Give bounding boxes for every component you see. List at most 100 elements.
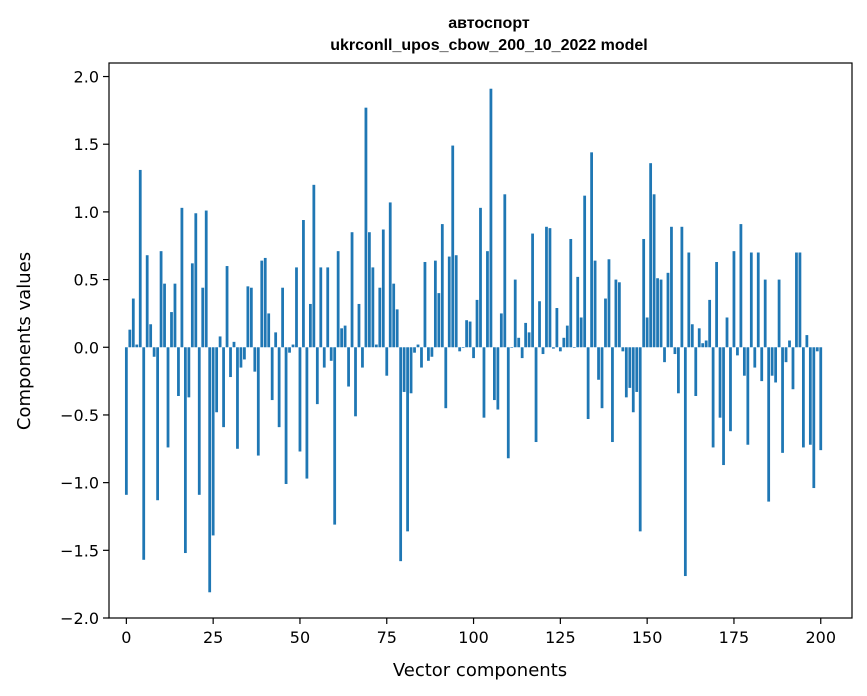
bar-112 xyxy=(513,279,517,348)
bar-94 xyxy=(451,145,455,348)
x-tick-label: 125 xyxy=(545,628,576,647)
x-tick-label: 150 xyxy=(632,628,663,647)
bar-7 xyxy=(149,324,153,348)
bar-70 xyxy=(368,232,371,348)
bar-77 xyxy=(392,283,396,348)
bar-162 xyxy=(687,252,691,348)
bar-120 xyxy=(541,347,545,355)
bar-101 xyxy=(475,299,479,348)
bar-175 xyxy=(732,251,736,348)
bar-136 xyxy=(597,347,600,380)
chart-title: автоспорт xyxy=(448,15,530,32)
bar-26 xyxy=(215,347,219,413)
y-tick-label: 0.0 xyxy=(74,338,99,357)
bar-32 xyxy=(236,347,239,449)
bar-74 xyxy=(381,229,385,348)
bar-198 xyxy=(812,347,816,489)
bar-180 xyxy=(749,252,753,348)
bar-200 xyxy=(819,347,823,451)
bar-3 xyxy=(135,344,139,348)
x-tick-label: 75 xyxy=(377,628,397,647)
bar-24 xyxy=(208,347,212,593)
bar-170 xyxy=(715,261,718,348)
x-tick-label: 0 xyxy=(121,628,131,647)
bar-79 xyxy=(399,347,403,562)
bar-51 xyxy=(302,220,305,348)
bar-185 xyxy=(767,347,771,502)
bar-35 xyxy=(246,286,250,348)
bar-157 xyxy=(670,226,673,348)
bar-33 xyxy=(239,347,243,368)
bar-192 xyxy=(791,347,795,390)
bar-43 xyxy=(274,332,278,348)
bar-190 xyxy=(784,347,788,363)
bar-114 xyxy=(520,347,524,359)
bar-127 xyxy=(565,325,569,348)
bar-34 xyxy=(243,347,246,360)
bar-15 xyxy=(177,347,180,396)
bar-21 xyxy=(197,347,201,495)
bar-125 xyxy=(558,347,562,352)
bar-145 xyxy=(628,347,632,388)
bar-156 xyxy=(666,272,670,348)
bar-110 xyxy=(506,347,510,459)
bar-151 xyxy=(649,163,653,348)
bar-178 xyxy=(742,347,746,376)
bar-144 xyxy=(624,347,628,398)
bar-107 xyxy=(496,347,500,410)
bar-59 xyxy=(329,347,333,361)
bar-52 xyxy=(305,347,309,479)
bar-57 xyxy=(322,347,326,368)
bar-108 xyxy=(499,313,503,348)
bar-39 xyxy=(260,260,264,348)
bar-31 xyxy=(232,341,236,348)
bar-46 xyxy=(284,347,288,484)
bar-187 xyxy=(774,347,778,383)
bar-133 xyxy=(586,347,590,420)
bar-67 xyxy=(357,303,361,348)
bar-119 xyxy=(538,301,541,348)
bar-124 xyxy=(555,308,559,348)
bar-19 xyxy=(190,263,194,348)
bar-172 xyxy=(722,347,725,466)
x-axis-ticks: 0 25 50 75 100 125 150 175 200 xyxy=(121,618,836,647)
bar-62 xyxy=(340,328,344,348)
bar-118 xyxy=(534,347,538,443)
bar-141 xyxy=(614,279,618,348)
bar-115 xyxy=(524,322,528,348)
bar-191 xyxy=(788,340,791,348)
bar-0 xyxy=(124,347,128,495)
bar-92 xyxy=(444,347,448,409)
bar-30 xyxy=(229,347,232,378)
bar-91 xyxy=(440,224,444,348)
bar-90 xyxy=(437,293,441,348)
bar-159 xyxy=(677,347,680,394)
bar-121 xyxy=(545,226,548,348)
bar-99 xyxy=(468,321,472,348)
bar-160 xyxy=(680,226,684,348)
bar-150 xyxy=(645,317,649,348)
chart-subtitle: ukrconll_upos_cbow_200_10_2022 model xyxy=(330,37,647,54)
y-tick-label: −0.5 xyxy=(60,406,99,425)
y-tick-label: 1.5 xyxy=(74,135,99,154)
bar-104 xyxy=(486,251,489,348)
bar-111 xyxy=(510,347,514,348)
bar-153 xyxy=(656,278,659,348)
bar-139 xyxy=(607,259,611,348)
bar-65 xyxy=(350,232,354,348)
bar-132 xyxy=(583,195,587,348)
bar-117 xyxy=(531,233,534,348)
y-tick-label: 0.5 xyxy=(74,271,99,290)
bar-105 xyxy=(489,88,493,348)
bar-158 xyxy=(673,347,677,355)
bar-164 xyxy=(694,347,698,396)
bar-63 xyxy=(343,325,347,348)
bar-42 xyxy=(270,347,274,401)
bar-27 xyxy=(218,336,222,348)
bar-177 xyxy=(739,224,743,348)
bar-138 xyxy=(604,298,607,348)
bar-41 xyxy=(267,313,271,348)
bar-154 xyxy=(659,279,663,348)
bar-179 xyxy=(746,347,750,445)
bar-40 xyxy=(263,257,267,348)
